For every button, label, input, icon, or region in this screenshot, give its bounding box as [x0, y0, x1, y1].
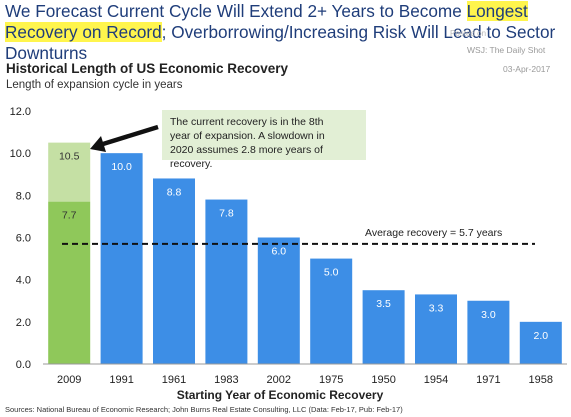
annotation-box: [162, 110, 366, 160]
bar-current: [48, 201, 91, 364]
x-tick-label: 1961: [162, 374, 186, 386]
x-tick-label: 1983: [214, 374, 238, 386]
data-label: 3.5: [376, 298, 391, 310]
bar: [257, 237, 300, 364]
bar: [467, 300, 510, 364]
x-tick-label: 1958: [529, 374, 553, 386]
x-tick-label: 2009: [57, 374, 81, 386]
x-tick-label: 1975: [319, 374, 343, 386]
y-tick-label: 0.0: [16, 359, 31, 371]
y-tick-label: 8.0: [16, 190, 31, 202]
watermark-posted: Posted on: [450, 29, 487, 38]
annotation-line: 2020 assumes 2.8 more years of: [170, 144, 323, 156]
bar: [519, 321, 562, 364]
bar-projection: [48, 142, 91, 202]
bar: [205, 199, 248, 364]
bar: [415, 294, 457, 364]
data-label: 3.0: [481, 309, 496, 321]
chart-title: Historical Length of US Economic Recover…: [6, 61, 289, 76]
data-label: 10.5: [59, 151, 80, 163]
watermark-source: WSJ: The Daily Shot: [467, 45, 546, 55]
annotation-text: The current recovery is in the 8th year o…: [170, 116, 325, 170]
data-label: 10.0: [111, 161, 132, 173]
arrow-head: [90, 136, 106, 152]
data-label: 5.0: [324, 267, 339, 279]
bar: [153, 178, 195, 364]
x-tick-label: 1991: [109, 374, 133, 386]
data-label: 8.8: [167, 186, 182, 198]
x-tick-label: 2002: [267, 374, 291, 386]
bar: [362, 290, 405, 364]
annotation-line: year of expansion. A slowdown in: [170, 130, 325, 142]
average-label: Average recovery = 5.7 years: [365, 227, 502, 239]
x-tick-label: 1954: [424, 374, 448, 386]
bar: [100, 153, 143, 364]
x-axis-title: Starting Year of Economic Recovery: [177, 388, 384, 402]
headline-part1: We Forecast Current Cycle Will Extend 2+…: [5, 1, 467, 21]
watermark-date: 03-Apr-2017: [503, 64, 551, 74]
chart-subtitle: Length of expansion cycle in years: [6, 79, 183, 91]
annotation-line: recovery.: [170, 158, 212, 170]
source-note: Sources: National Bureau of Economic Res…: [5, 405, 403, 414]
headline: We Forecast Current Cycle Will Extend 2+…: [5, 1, 567, 64]
x-tick-label: 1950: [371, 374, 395, 386]
data-label: 3.3: [429, 302, 444, 314]
bar: [310, 258, 353, 364]
y-tick-label: 10.0: [10, 148, 31, 160]
data-label: 6.0: [271, 246, 286, 258]
arrow-shaft: [102, 124, 159, 147]
headline-part2: ; Overborrowing/Increasing Risk Will Lea…: [5, 22, 556, 63]
y-tick-label: 12.0: [10, 106, 31, 118]
y-tick-label: 4.0: [16, 275, 31, 287]
y-tick-label: 6.0: [16, 233, 31, 245]
y-tick-label: 2.0: [16, 317, 31, 329]
x-tick-label: 1971: [476, 374, 500, 386]
data-label: 7.7: [62, 210, 77, 222]
data-label: 7.8: [219, 208, 234, 220]
annotation-line: The current recovery is in the 8th: [170, 116, 324, 128]
data-label: 2.0: [533, 330, 548, 342]
